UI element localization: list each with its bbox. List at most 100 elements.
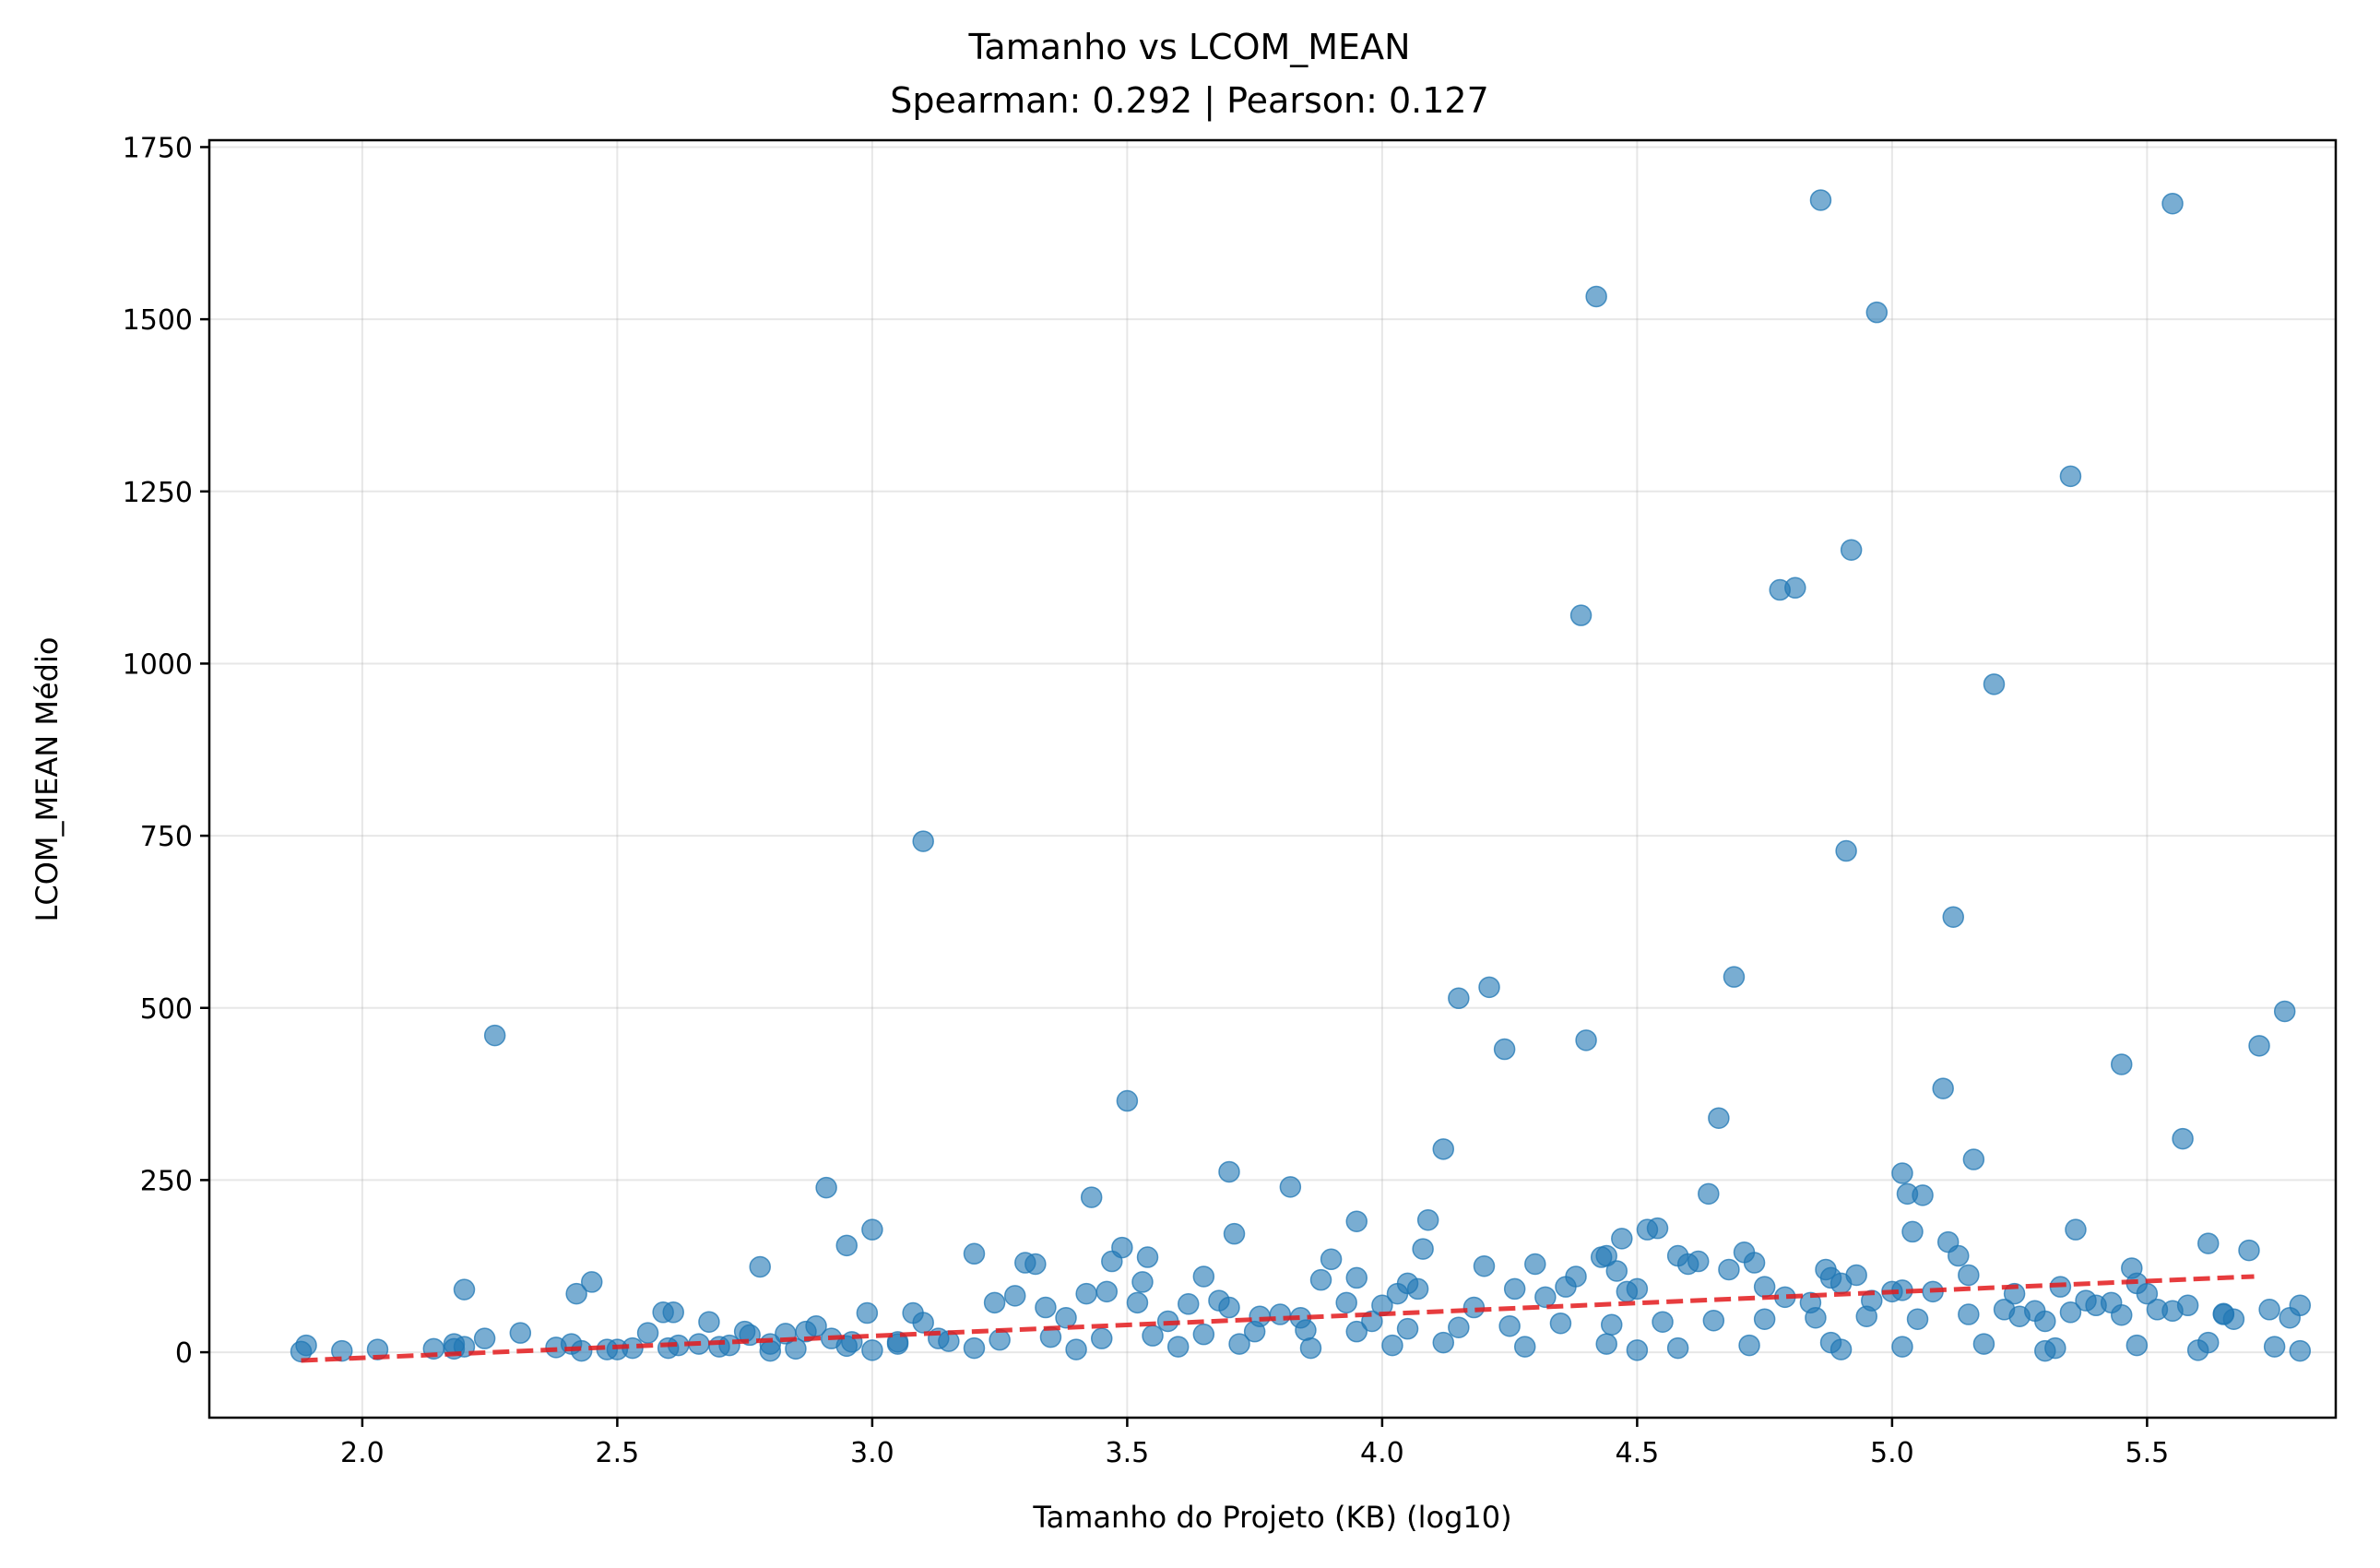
data-point <box>1228 1333 1250 1355</box>
data-point <box>1309 1268 1332 1291</box>
data-point <box>963 1336 986 1360</box>
x-tick-label: 5.5 <box>2125 1437 2170 1469</box>
data-point <box>1295 1319 1317 1341</box>
data-point <box>1753 1308 1776 1330</box>
data-point <box>606 1338 629 1360</box>
data-point <box>2161 1300 2184 1323</box>
data-point <box>1524 1253 1546 1276</box>
data-point <box>1565 1265 1587 1288</box>
y-axis-ticks: 0 250 500 750 1000 1250 1500 1750 <box>123 132 209 1370</box>
data-point <box>1279 1176 1302 1198</box>
data-point <box>1865 301 1889 324</box>
data-point <box>1784 576 1806 600</box>
data-point <box>2197 1232 2220 1254</box>
data-point <box>1569 604 1593 626</box>
data-point <box>1626 1277 1649 1301</box>
x-axis-label: Tamanho do Projeto (KB) (log10) <box>1032 1500 1511 1535</box>
x-tick-label: 4.5 <box>1616 1437 1660 1469</box>
data-point <box>912 1312 934 1334</box>
x-tick-label: 3.0 <box>850 1437 894 1469</box>
data-point <box>1223 1222 1246 1245</box>
data-point <box>1595 1244 1617 1267</box>
data-point <box>835 1234 858 1257</box>
data-point <box>1666 1336 1689 1360</box>
data-point <box>2161 192 2184 215</box>
data-point <box>1448 987 1470 1010</box>
data-point <box>1473 1254 1496 1277</box>
data-point <box>1738 1334 1760 1357</box>
data-point <box>1448 1316 1470 1338</box>
x-tick-label: 2.5 <box>596 1437 640 1469</box>
data-point <box>1166 1336 1190 1358</box>
data-point <box>1024 1253 1047 1276</box>
data-point <box>1855 1305 1877 1327</box>
data-point <box>1345 1210 1368 1232</box>
plot-frame <box>207 138 2338 1420</box>
data-point <box>2110 1304 2133 1326</box>
data-point <box>2186 1339 2209 1361</box>
data-point <box>1958 1264 1980 1287</box>
data-point <box>1549 1312 1572 1335</box>
data-point <box>1718 1258 1740 1281</box>
data-point <box>1972 1333 1995 1355</box>
x-axis-ticks: 2.0 2.5 3.0 3.5 4.0 4.5 5.0 5.5 <box>340 1418 2169 1469</box>
data-point <box>565 1282 587 1305</box>
data-point <box>1345 1266 1368 1289</box>
data-point <box>1396 1317 1419 1340</box>
y-axis-label: LCOM_MEAN Médio <box>30 637 65 922</box>
data-point <box>1585 285 1607 308</box>
data-point <box>1335 1291 1357 1314</box>
data-point <box>2034 1339 2056 1362</box>
data-point <box>2289 1339 2312 1362</box>
y-tick-label: 1750 <box>123 132 193 164</box>
data-point <box>861 1339 883 1361</box>
data-point <box>2212 1302 2235 1325</box>
data-point <box>509 1322 532 1344</box>
data-point <box>708 1336 730 1358</box>
data-point <box>366 1338 389 1360</box>
data-point <box>2172 1127 2194 1150</box>
data-point <box>1299 1336 1322 1360</box>
data-point <box>1646 1217 1669 1240</box>
data-point <box>1723 966 1746 988</box>
data-point <box>657 1336 680 1360</box>
data-point <box>835 1335 858 1358</box>
y-tick-label: 250 <box>140 1165 193 1197</box>
data-point <box>2136 1282 2159 1305</box>
x-tick-label: 4.0 <box>1360 1437 1404 1469</box>
data-point <box>1840 539 1863 561</box>
data-point <box>331 1339 353 1362</box>
data-point <box>815 1176 837 1199</box>
x-tick-label: 2.0 <box>340 1437 385 1469</box>
data-point <box>1611 1228 1633 1250</box>
data-point <box>1126 1291 1149 1314</box>
data-point <box>861 1218 883 1241</box>
data-point <box>1932 1077 1954 1099</box>
data-point <box>1192 1265 1215 1288</box>
y-tick-label: 0 <box>175 1337 193 1370</box>
data-point <box>1218 1296 1240 1319</box>
data-point <box>1381 1334 1403 1357</box>
data-point <box>749 1255 771 1278</box>
data-point <box>662 1301 684 1324</box>
data-point <box>1090 1327 1113 1349</box>
data-point <box>1055 1306 1077 1329</box>
trend-line-layer <box>301 1274 2255 1363</box>
y-tick-label: 500 <box>140 993 193 1026</box>
data-point <box>1626 1339 1649 1361</box>
data-point <box>1829 1338 1853 1360</box>
data-point <box>473 1327 496 1349</box>
data-point <box>759 1339 782 1362</box>
data-point <box>1243 1320 1266 1343</box>
data-point <box>1942 906 1965 928</box>
data-point <box>483 1024 506 1047</box>
x-tick-label: 3.5 <box>1106 1437 1150 1469</box>
data-point <box>1600 1313 1623 1336</box>
data-point <box>1687 1250 1710 1273</box>
data-point <box>1652 1311 1674 1333</box>
data-point <box>1534 1286 1557 1309</box>
data-point <box>2059 1301 2082 1324</box>
data-point <box>886 1333 909 1355</box>
y-tick-label: 1250 <box>123 477 193 509</box>
